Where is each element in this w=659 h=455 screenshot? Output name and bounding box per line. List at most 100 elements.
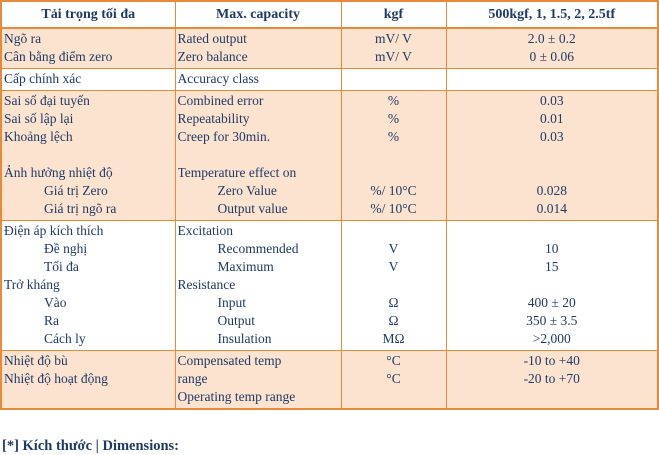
cell-line: 0.03: [539, 129, 564, 144]
cell-rated-output-zero-balance-col2: mV/ V mV/ V: [340, 27, 447, 69]
cell-line: Temperature effect on: [177, 165, 297, 180]
cell-accuracy-class-col3: [445, 68, 659, 91]
table-row-temperature-ranges: Nhiệt độ bù Nhiệt độ hoạt động Compensated…: [0, 350, 659, 410]
cell-errors-and-temperature-effect-col0: Sai số đại tuyến Sai số lập lại Khoảng lệc…: [0, 90, 176, 221]
cell-line: [344, 146, 444, 164]
cell-line: °C: [386, 371, 401, 386]
cell-line: Zero balance: [177, 49, 248, 64]
column-header-3: 500kgf, 1, 1.5, 2, 2.5tf: [445, 0, 659, 29]
cell-line: 0 ± 0.06: [529, 49, 575, 64]
cell-accuracy-class-col1: Accuracy class: [174, 68, 342, 91]
cell-line: Accuracy class: [177, 71, 259, 86]
cell-line: 2.0 ± 0.2: [527, 31, 576, 46]
table-row-accuracy-class: Cấp chính xác Accuracy class: [0, 68, 659, 91]
cell-line: mV/ V: [375, 31, 412, 46]
cell-line: -10 to +40: [523, 353, 580, 368]
cell-rated-output-zero-balance-col1: Rated output Zero balance: [174, 27, 342, 69]
cell-line: Insulation: [217, 331, 272, 346]
cell-line: Cân bằng điểm zero: [4, 49, 113, 64]
cell-line: >2,000: [532, 331, 571, 346]
cell-rated-output-zero-balance-col0: Ngõ ra Cân bằng điểm zero: [0, 27, 176, 69]
cell-line: Ra: [44, 313, 59, 328]
cell-line: Combined error: [177, 93, 264, 108]
cell-accuracy-class-col2: [340, 68, 447, 91]
cell-line: [449, 70, 656, 88]
cell-temperature-ranges-col3: -10 to +40 -20 to +70: [445, 350, 659, 410]
cell-line: [4, 146, 173, 164]
cell-line: %: [387, 111, 400, 126]
cell-line: Maximum: [217, 259, 274, 274]
cell-line: V: [388, 259, 399, 274]
cell-line: [449, 146, 656, 164]
cell-excitation-resistance-col0: Điện áp kích thích Đề nghị Tối đa Trở kháng…: [0, 220, 176, 351]
cell-line: %/ 10°C: [370, 201, 417, 216]
cell-line: [344, 222, 444, 240]
table-header: Tải trọng tối đa Max. capacity kgf 500kgf, …: [0, 0, 659, 29]
cell-line: 0.014: [536, 201, 567, 216]
cell-temperature-ranges-col2: °C °C: [340, 350, 447, 410]
cell-line: Resistance: [177, 277, 236, 292]
cell-line: Zero Value: [217, 183, 277, 198]
cell-line: Khoảng lệch: [4, 129, 73, 144]
cell-line: Nhiệt độ hoạt động: [4, 371, 108, 386]
cell-line: [449, 222, 656, 240]
cell-line: [449, 164, 656, 182]
cell-line: Giá trị ngõ ra: [44, 201, 117, 216]
cell-line: 400 ± 20: [527, 295, 576, 310]
cell-line: Compensated temp: [177, 353, 282, 368]
cell-line: Cách ly: [44, 331, 86, 346]
cell-line: 0.01: [539, 111, 564, 126]
cell-line: Điện áp kích thích: [4, 223, 104, 238]
column-header-0: Tải trọng tối đa: [0, 0, 176, 29]
cell-line: %: [387, 93, 400, 108]
cell-excitation-resistance-col1: Excitation Recommended Maximum Resistance In…: [174, 220, 342, 351]
cell-line: Ω: [388, 313, 399, 328]
cell-line: [344, 276, 444, 294]
column-header-1: Max. capacity: [174, 0, 342, 29]
table-row-rated-output-zero-balance: Ngõ ra Cân bằng điểm zero Rated output Zero…: [0, 27, 659, 69]
table-row-errors-and-temperature-effect: Sai số đại tuyến Sai số lập lại Khoảng lệc…: [0, 90, 659, 221]
cell-line: Rated output: [177, 31, 247, 46]
cell-line: Creep for 30min.: [177, 129, 271, 144]
cell-line: 350 ± 3.5: [526, 313, 578, 328]
cell-line: Tối đa: [44, 259, 79, 274]
cell-line: Đề nghị: [44, 241, 88, 256]
cell-line: Ω: [388, 295, 399, 310]
cell-line: Cấp chính xác: [4, 71, 82, 86]
cell-line: -20 to +70: [523, 371, 580, 386]
cell-line: Output: [217, 313, 256, 328]
cell-line: Output value: [217, 201, 288, 216]
dimensions-footnote: [*] Kích thước | Dimensions:: [2, 438, 180, 454]
cell-line: [344, 164, 444, 182]
cell-line: [178, 146, 339, 164]
cell-line: Trở kháng: [4, 277, 60, 292]
cell-temperature-ranges-col1: Compensated temp range Operating temp rang…: [174, 350, 342, 410]
cell-line: 0.028: [536, 183, 567, 198]
cell-line: Nhiệt độ bù: [4, 353, 68, 368]
cell-line: Recommended: [217, 241, 299, 256]
cell-accuracy-class-col0: Cấp chính xác: [0, 68, 176, 91]
cell-line: Sai số đại tuyến: [4, 93, 90, 108]
table-body: Ngõ ra Cân bằng điểm zero Rated output Zero…: [0, 27, 659, 410]
cell-line: V: [388, 241, 399, 256]
cell-line: range: [177, 371, 208, 386]
cell-errors-and-temperature-effect-col2: %%% %/ 10°C %/ 10°C: [340, 90, 447, 221]
cell-line: 15: [545, 259, 559, 274]
column-header-2: kgf: [340, 0, 447, 29]
cell-line: [449, 276, 656, 294]
cell-line: 0.03: [539, 93, 564, 108]
cell-line: Giá trị Zero: [44, 183, 108, 198]
cell-line: %/ 10°C: [370, 183, 417, 198]
cell-line: Repeatability: [177, 111, 250, 126]
cell-line: [344, 70, 444, 88]
cell-line: Excitation: [177, 223, 233, 238]
table-row-excitation-resistance: Điện áp kích thích Đề nghị Tối đa Trở kháng…: [0, 220, 659, 351]
cell-line: mV/ V: [375, 49, 412, 64]
cell-line: 10: [545, 241, 559, 256]
cell-errors-and-temperature-effect-col3: 0.03 0.01 0.03 0.028 0.014: [445, 90, 659, 221]
load-cell-spec-table: Tải trọng tối đa Max. capacity kgf 500kgf, …: [0, 0, 659, 410]
cell-line: Vào: [44, 295, 67, 310]
cell-excitation-resistance-col3: 10 15 400 ± 20 350 ± 3.5 >2,000: [445, 220, 659, 351]
cell-rated-output-zero-balance-col3: 2.0 ± 0.2 0 ± 0.06: [445, 27, 659, 69]
